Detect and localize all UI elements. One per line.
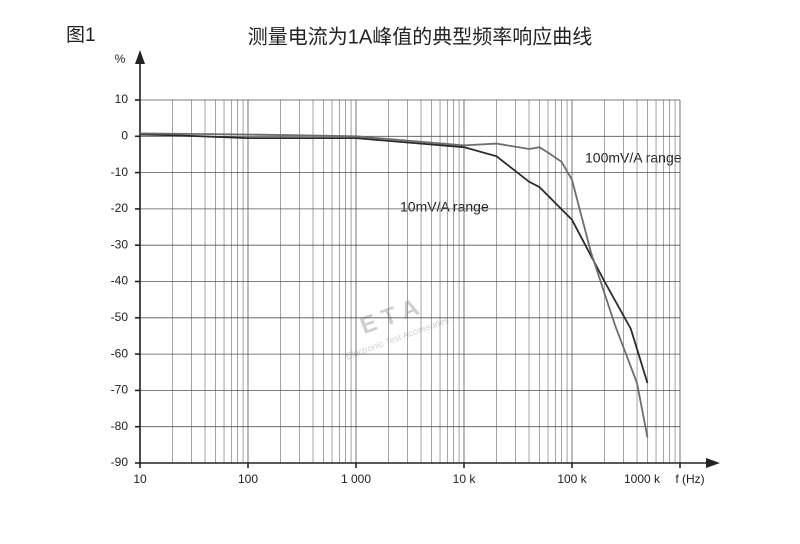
- y-arrow: [135, 50, 145, 64]
- y-tick-label: -70: [111, 383, 129, 397]
- series-line: [139, 132, 649, 438]
- x-tick-label: 100: [238, 472, 258, 486]
- series-label: 100mV/A range: [585, 150, 682, 166]
- y-axis-label: %: [115, 52, 126, 66]
- y-tick-label: 0: [121, 128, 128, 142]
- y-tick-label: -60: [111, 346, 129, 360]
- x-tick-label: 1000 k: [624, 472, 661, 486]
- x-tick-label: 1 000: [341, 472, 371, 486]
- series-label: 10mV/A range: [400, 199, 489, 215]
- x-tick-label: 10: [133, 472, 147, 486]
- chart-title: 测量电流为1A峰值的典型频率响应曲线: [248, 25, 592, 48]
- y-tick-label: -20: [111, 201, 129, 215]
- x-axis-label: f (Hz): [675, 472, 704, 486]
- y-tick-label: 10: [115, 92, 129, 106]
- y-tick-label: -30: [111, 237, 129, 251]
- series-line: [139, 133, 649, 384]
- y-tick-label: -90: [111, 455, 129, 469]
- figure-label: 图1: [66, 25, 96, 46]
- x-arrow: [706, 458, 720, 468]
- x-tick-label: 100 k: [557, 472, 587, 486]
- y-tick-label: -10: [111, 165, 129, 179]
- y-tick-label: -50: [111, 310, 129, 324]
- x-tick-label: 10 k: [453, 472, 477, 486]
- y-tick-label: -40: [111, 274, 129, 288]
- y-tick-label: -80: [111, 419, 129, 433]
